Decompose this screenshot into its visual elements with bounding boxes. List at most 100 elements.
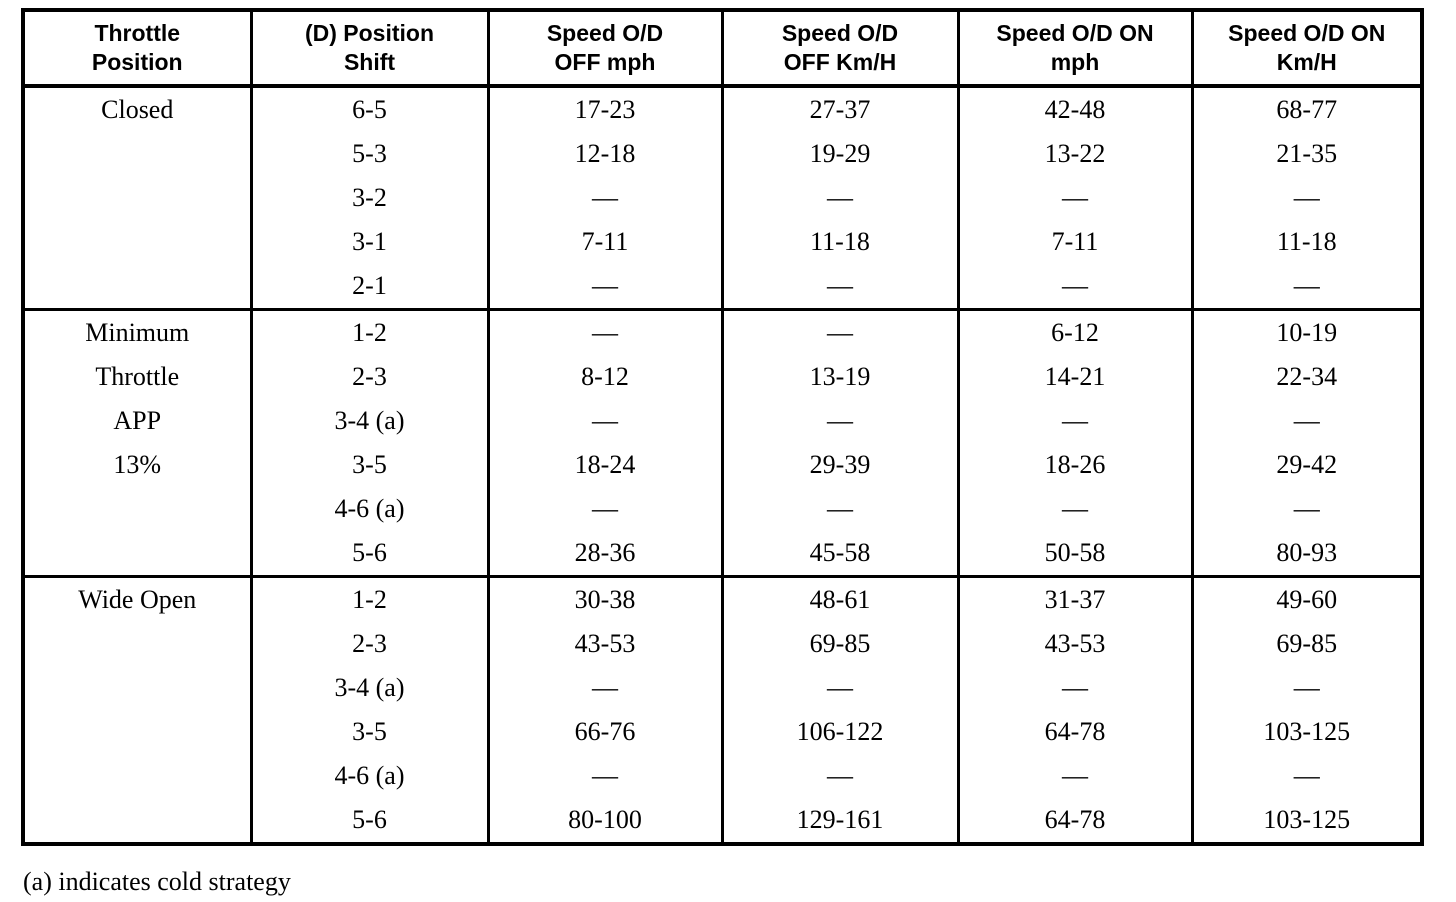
table-row: 3-5 66-76 106-122 64-78 103-125 bbox=[23, 710, 1424, 754]
shift-cell: 6-5 bbox=[249, 84, 490, 132]
od-on-mph-cell: — bbox=[956, 754, 1194, 798]
od-on-mph-cell: 14-21 bbox=[956, 355, 1194, 399]
column-header-throttle-position: Throttle Position bbox=[21, 10, 253, 88]
table-header-row: Throttle Position (D) Position Shift Speed… bbox=[21, 10, 1424, 88]
column-header-speed-od-on-kmh: Speed O/D ON Km/H bbox=[1190, 10, 1424, 88]
table-row: Closed 6-5 17-23 27-37 42-48 68-77 bbox=[21, 84, 1424, 310]
table-row: 4-6 (a) — — — — bbox=[23, 487, 1424, 531]
od-on-kmh-cell: 69-85 bbox=[1190, 622, 1424, 666]
column-header-speed-od-off-mph: Speed O/D OFF mph bbox=[486, 10, 724, 88]
od-on-mph-cell: — bbox=[956, 487, 1194, 531]
throttle-position-cell-0: Closed bbox=[21, 84, 253, 310]
od-off-mph-cell: — bbox=[486, 399, 724, 443]
od-off-kmh-cell: 13-19 bbox=[720, 355, 960, 399]
od-on-mph-cell: — bbox=[956, 264, 1194, 310]
od-off-kmh-cell: 106-122 bbox=[720, 710, 960, 754]
od-on-kmh-cell: 80-93 bbox=[1190, 531, 1424, 577]
od-off-kmh-cell: 48-61 bbox=[720, 575, 960, 622]
od-off-kmh-cell: — bbox=[720, 176, 960, 220]
shift-cell: 4-6 (a) bbox=[249, 487, 490, 531]
table-row: 5-6 28-36 45-58 50-58 80-93 bbox=[23, 531, 1424, 577]
shift-cell: 2-3 bbox=[249, 355, 490, 399]
od-off-mph-cell: 7-11 bbox=[486, 220, 724, 264]
od-off-kmh-cell: 19-29 bbox=[720, 132, 960, 176]
table-row: 3-1 7-11 11-18 7-11 11-18 bbox=[23, 220, 1424, 264]
od-off-mph-cell: — bbox=[486, 666, 724, 710]
header-row: Throttle Position (D) Position Shift Speed… bbox=[21, 10, 1424, 88]
table-row: 3-5 18-24 29-39 18-26 29-42 bbox=[23, 443, 1424, 487]
shift-cell: 2-3 bbox=[249, 622, 490, 666]
od-on-mph-cell: 13-22 bbox=[956, 132, 1194, 176]
column-header-position-shift: (D) Position Shift bbox=[249, 10, 490, 88]
footnote: (a) indicates cold strategy bbox=[23, 867, 291, 896]
od-on-kmh-cell: — bbox=[1190, 666, 1424, 710]
od-off-mph-cell: — bbox=[486, 264, 724, 310]
shift-cell: 3-4 (a) bbox=[249, 666, 490, 710]
od-on-kmh-cell: 11-18 bbox=[1190, 220, 1424, 264]
od-on-kmh-cell: 49-60 bbox=[1190, 575, 1424, 622]
throttle-label: APP bbox=[113, 406, 162, 435]
throttle-position-cell-1: Minimum Throttle APP 13% bbox=[21, 308, 253, 577]
column-header-speed-od-off-kmh: Speed O/D OFF Km/H bbox=[720, 10, 960, 88]
table-row: 2-1— — — — bbox=[23, 264, 1424, 310]
shift-cell: 1-2 bbox=[249, 308, 490, 355]
od-on-kmh-cell: 21-35 bbox=[1190, 132, 1424, 176]
od-on-mph-cell: 6-12 bbox=[956, 308, 1194, 355]
od-off-mph-cell: 18-24 bbox=[486, 443, 724, 487]
shift-cell: 1-2 bbox=[249, 575, 490, 622]
od-off-kmh-cell: 129-161 bbox=[720, 798, 960, 844]
shift-speed-table: Throttle Position (D) Position Shift Speed… bbox=[21, 8, 1424, 846]
od-on-mph-cell: 64-78 bbox=[956, 798, 1194, 844]
od-off-mph-cell: — bbox=[486, 176, 724, 220]
shift-cell: 3-5 bbox=[249, 443, 490, 487]
column-header-speed-od-on-mph: Speed O/D ON mph bbox=[956, 10, 1194, 88]
od-on-kmh-cell: — bbox=[1190, 487, 1424, 531]
shift-cell: 3-1 bbox=[249, 220, 490, 264]
od-off-mph-cell: 12-18 bbox=[486, 132, 724, 176]
table-row: 2-3 8-12 13-19 14-21 22-34 bbox=[23, 355, 1424, 399]
shift-cell: 5-3 bbox=[249, 132, 490, 176]
throttle-label: Wide Open bbox=[78, 585, 197, 614]
shift-cell: 2-1 bbox=[249, 264, 490, 310]
od-off-kmh-cell: — bbox=[720, 666, 960, 710]
od-off-kmh-cell: 11-18 bbox=[720, 220, 960, 264]
od-off-mph-cell: 17-23 bbox=[486, 84, 724, 132]
od-on-kmh-cell: — bbox=[1190, 264, 1424, 310]
od-off-mph-cell: 28-36 bbox=[486, 531, 724, 577]
table-row: Minimum Throttle APP 13% 1-2— —6-12 10-19 bbox=[21, 308, 1424, 577]
od-off-kmh-cell: 45-58 bbox=[720, 531, 960, 577]
throttle-label: Minimum bbox=[85, 318, 190, 347]
od-off-mph-cell: 66-76 bbox=[486, 710, 724, 754]
shift-cell: 5-6 bbox=[249, 798, 490, 844]
od-on-mph-cell: 50-58 bbox=[956, 531, 1194, 577]
od-on-mph-cell: 43-53 bbox=[956, 622, 1194, 666]
od-off-kmh-cell: — bbox=[720, 487, 960, 531]
od-on-mph-cell: 64-78 bbox=[956, 710, 1194, 754]
od-on-kmh-cell: — bbox=[1190, 176, 1424, 220]
throttle-label: Closed bbox=[101, 95, 174, 124]
od-off-kmh-cell: 29-39 bbox=[720, 443, 960, 487]
table-row: 2-3 43-53 69-85 43-53 69-85 bbox=[23, 622, 1424, 666]
shift-cell: 3-5 bbox=[249, 710, 490, 754]
shift-cell: 4-6 (a) bbox=[249, 754, 490, 798]
table-row: 3-4 (a) — — — — bbox=[23, 399, 1424, 443]
shift-cell: 5-6 bbox=[249, 531, 490, 577]
od-on-kmh-cell: 29-42 bbox=[1190, 443, 1424, 487]
table-row: 4-6 (a) — — — — bbox=[23, 754, 1424, 798]
od-on-mph-cell: 31-37 bbox=[956, 575, 1194, 622]
od-on-kmh-cell: 22-34 bbox=[1190, 355, 1424, 399]
od-off-kmh-cell: — bbox=[720, 399, 960, 443]
od-off-mph-cell: 8-12 bbox=[486, 355, 724, 399]
od-off-kmh-cell: 69-85 bbox=[720, 622, 960, 666]
od-on-mph-cell: — bbox=[956, 176, 1194, 220]
od-on-kmh-cell: — bbox=[1190, 754, 1424, 798]
od-off-kmh-cell: — bbox=[720, 264, 960, 310]
od-on-mph-cell: 7-11 bbox=[956, 220, 1194, 264]
throttle-position-cell-2: Wide Open bbox=[21, 575, 253, 844]
od-off-mph-cell: — bbox=[486, 754, 724, 798]
table-row: 3-4 (a) — — — — bbox=[23, 666, 1424, 710]
od-off-kmh-cell: — bbox=[720, 308, 960, 355]
od-on-mph-cell: 42-48 bbox=[956, 84, 1194, 132]
od-on-kmh-cell: 103-125 bbox=[1190, 798, 1424, 844]
od-on-kmh-cell: 68-77 bbox=[1190, 84, 1424, 132]
